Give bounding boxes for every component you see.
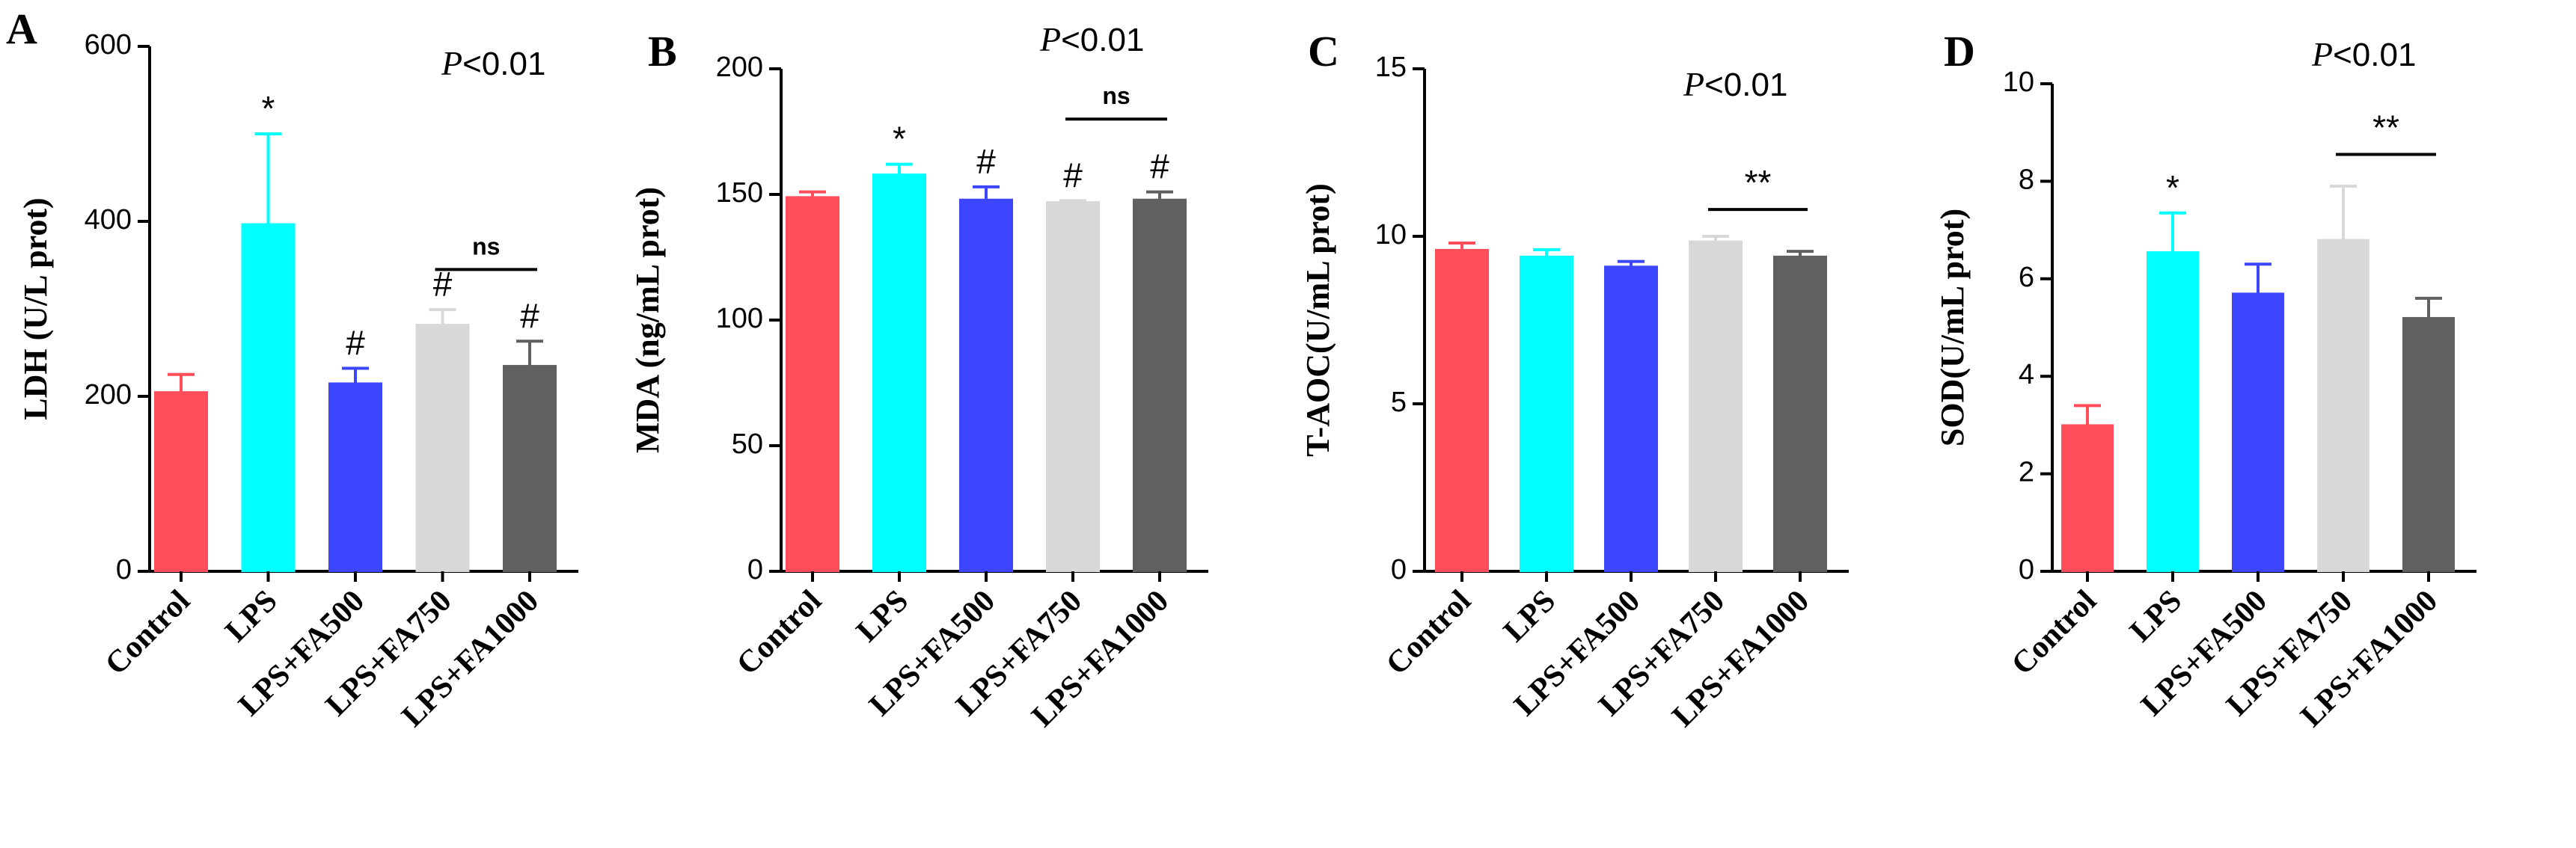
y-tick-label: 10 [2003, 67, 2034, 98]
y-tick-label: 50 [732, 428, 763, 460]
category-label: LPS [219, 584, 284, 649]
significance-mark: * [262, 89, 275, 128]
p-value-symbol: P [441, 44, 462, 82]
y-tick-label: 200 [85, 379, 132, 411]
category-label: Control [2005, 584, 2103, 682]
y-tick-label: 10 [1375, 219, 1407, 251]
y-tick-label: 0 [747, 554, 763, 586]
p-value-symbol: P [2311, 35, 2333, 73]
category-label: LPS [1497, 584, 1562, 649]
y-tick-label: 0 [116, 554, 132, 586]
y-axis-title: LDH (U/L prot) [17, 197, 54, 420]
bar-lps-fa500 [959, 198, 1013, 572]
y-tick-label: 150 [716, 177, 763, 209]
significance-mark: # [1063, 156, 1083, 194]
y-tick-label: 0 [1391, 554, 1407, 586]
bar-lps-fa1000 [503, 365, 557, 572]
p-value: P<0.01 [2311, 35, 2416, 73]
y-tick-label: 8 [2019, 164, 2034, 195]
p-value-symbol: P [1683, 65, 1704, 103]
y-axis-title: T-AOC(U/mL prot) [1300, 183, 1336, 456]
panel-letter: C [1308, 27, 1339, 76]
bar-lps-fa500 [2232, 292, 2284, 572]
bar-control [786, 196, 839, 572]
bar-lps [2147, 251, 2199, 572]
panel-B: B MDA (ng/mL prot) 0 50 100 150 200 Control * LPS… [629, 20, 1208, 734]
y-tick-label: 0 [2019, 554, 2034, 586]
y-tick-label: 600 [85, 29, 132, 61]
bar-lps-fa1000 [1773, 255, 1827, 572]
significance-mark: # [346, 324, 365, 363]
bar-lps [1520, 255, 1573, 572]
p-value-threshold: <0.01 [1061, 22, 1144, 58]
bar-lps-fa750 [2317, 239, 2370, 572]
y-axis-title: MDA (ng/mL prot) [629, 187, 666, 453]
bar-lps [872, 173, 926, 572]
category-label: Control [99, 584, 197, 682]
bar-lps-fa1000 [2402, 316, 2455, 572]
bar-lps-fa750 [1689, 240, 1743, 572]
bar-lps-fa500 [328, 382, 382, 573]
category-label: Control [1380, 584, 1478, 682]
significance-mark: # [520, 296, 539, 335]
category-label: LPS [2123, 584, 2188, 649]
p-value-threshold: <0.01 [462, 46, 545, 82]
y-tick-label: 5 [1391, 387, 1407, 418]
significance-mark: # [976, 142, 996, 181]
bar-control [1435, 248, 1489, 572]
y-axis-title: SOD(U/mL prot) [1934, 209, 1971, 446]
panel-letter: D [1944, 27, 1975, 76]
p-value: P<0.01 [441, 44, 545, 82]
category-label: LPS [850, 584, 915, 649]
y-tick-label: 100 [716, 303, 763, 334]
significance-mark: * [893, 120, 906, 159]
significance-mark: # [433, 265, 453, 304]
y-tick-label: 200 [716, 52, 763, 83]
panel-letter: B [648, 27, 677, 76]
bar-lps [241, 223, 296, 572]
bar-lps-fa500 [1604, 265, 1658, 572]
y-tick-label: 2 [2019, 457, 2034, 488]
significance-mark: # [1150, 147, 1169, 186]
bar-lps-fa750 [415, 324, 470, 572]
p-value: P<0.01 [1039, 20, 1144, 58]
bar-control [154, 391, 208, 573]
p-value: P<0.01 [1683, 65, 1787, 103]
y-tick-label: 6 [2019, 262, 2034, 293]
comparison-label: ** [1745, 163, 1772, 202]
p-value-threshold: <0.01 [1704, 67, 1787, 103]
y-tick-label: 15 [1375, 52, 1407, 83]
comparison-label: ns [472, 233, 500, 259]
bar-lps-fa1000 [1133, 198, 1187, 572]
y-tick-label: 400 [85, 204, 132, 236]
p-value-symbol: P [1039, 20, 1061, 58]
category-label: Control [730, 584, 828, 682]
comparison-label: ** [2372, 108, 2399, 147]
panel-letter: A [6, 4, 37, 53]
significance-mark: * [2166, 168, 2179, 207]
bar-control [2061, 424, 2114, 573]
y-tick-label: 4 [2019, 359, 2034, 390]
bar-lps-fa750 [1046, 201, 1100, 572]
p-value-threshold: <0.01 [2333, 37, 2416, 73]
comparison-label: ns [1102, 82, 1130, 109]
